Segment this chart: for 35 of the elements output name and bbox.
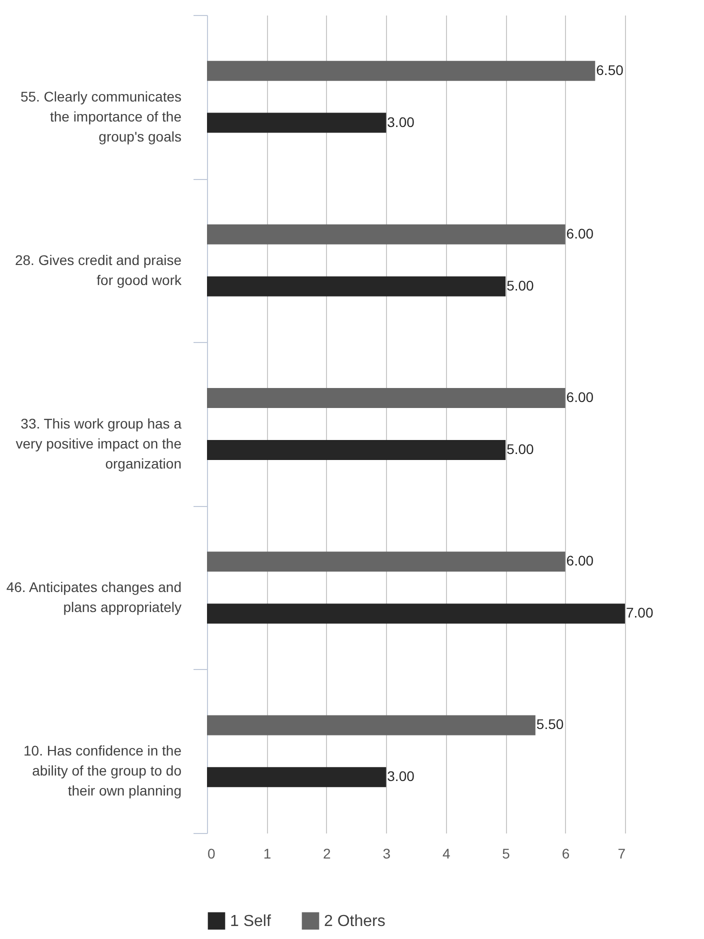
x-tick-label: 3 (382, 846, 391, 862)
bar (207, 388, 566, 408)
legend-label: 1 Self (230, 912, 272, 930)
x-tick-label: 0 (208, 846, 216, 862)
y-tick-label: 10. Has confidence in the ability of the group to do their own planning (24, 742, 182, 799)
bar (207, 552, 566, 572)
data-label: 6.00 (566, 225, 594, 242)
y-tick-label: 33. This work group has a very positive impact on the organization (16, 416, 182, 472)
y-tick-label: 55. Clearly communicates the importance of the group's goals (20, 88, 182, 144)
data-label: 6.50 (596, 62, 624, 78)
x-tick-label: 6 (562, 846, 570, 862)
data-label: 6.00 (566, 389, 594, 406)
data-label: 7.00 (626, 604, 654, 621)
bar (207, 440, 506, 460)
bar (207, 112, 386, 133)
data-label: 5.50 (536, 716, 564, 732)
y-tick-label: 28. Gives credit and praise for good work (14, 252, 182, 288)
data-label: 6.00 (566, 552, 594, 569)
bar (207, 60, 596, 81)
x-tick-label: 4 (442, 846, 450, 862)
legend-label: 2 Others (324, 912, 386, 930)
bar (207, 604, 625, 624)
data-label: 3.00 (387, 114, 415, 130)
x-tick-label: 5 (502, 846, 510, 862)
y-tick-label: 46. Anticipates changes and plans appropriately (6, 579, 182, 616)
x-tick-label: 1 (263, 846, 272, 862)
bar (207, 715, 536, 736)
data-label: 5.00 (506, 277, 534, 294)
bar (207, 767, 386, 788)
data-label: 3.00 (387, 768, 415, 784)
data-label: 5.00 (506, 440, 534, 457)
x-tick-label: 7 (618, 846, 626, 862)
bar (207, 224, 566, 244)
bar (207, 276, 506, 296)
x-tick-label: 2 (323, 846, 332, 862)
